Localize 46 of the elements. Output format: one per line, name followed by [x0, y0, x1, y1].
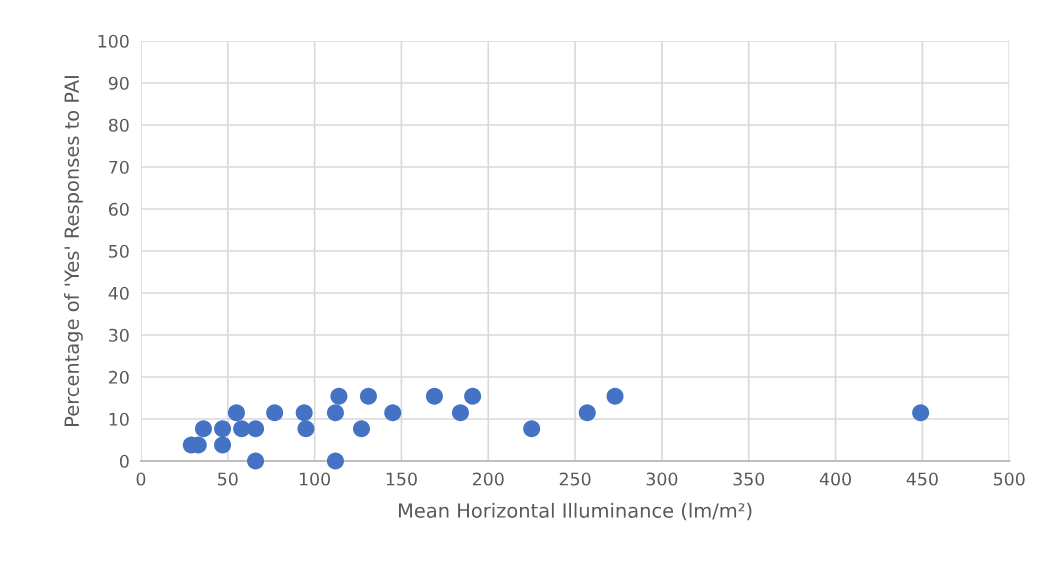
- point: [214, 436, 232, 454]
- point: [578, 404, 596, 422]
- x-tick-label: 300: [646, 472, 678, 486]
- point: [330, 387, 348, 405]
- y-tick-label: 80: [108, 118, 129, 132]
- point: [247, 452, 265, 470]
- y-tick-label: 10: [109, 412, 129, 426]
- point: [266, 404, 284, 422]
- x-tick-label: 350: [733, 472, 765, 486]
- point: [606, 387, 624, 405]
- point: [326, 404, 344, 422]
- y-axis-title: Percentage of 'Yes' Responses to PAI: [64, 76, 83, 426]
- x-tick-label: 250: [559, 472, 591, 486]
- x-tick-label: 100: [299, 472, 331, 486]
- point: [912, 404, 930, 422]
- y-tick-label: 70: [109, 160, 129, 174]
- point: [359, 387, 377, 405]
- point: [297, 420, 315, 438]
- x-tick-label: 50: [218, 472, 238, 486]
- point: [425, 387, 443, 405]
- point: [214, 420, 232, 438]
- y-tick-label: 60: [108, 202, 129, 216]
- x-tick-label: 500: [994, 472, 1025, 486]
- y-tick-label: 50: [109, 244, 129, 258]
- y-tick-label: 90: [108, 76, 129, 90]
- point: [451, 404, 469, 422]
- point: [247, 420, 265, 438]
- point: [295, 404, 313, 422]
- y-tick-label: 40: [108, 286, 129, 300]
- y-tick-label: 30: [109, 328, 129, 342]
- x-tick-label: 450: [906, 472, 938, 486]
- point: [326, 452, 344, 470]
- y-tick-label: 20: [109, 370, 129, 384]
- x-tick-label: 0: [136, 472, 146, 486]
- y-tick-label: 0: [119, 454, 129, 468]
- x-tick-label: 400: [819, 472, 851, 486]
- point: [384, 404, 402, 422]
- point: [523, 420, 541, 438]
- point: [464, 387, 482, 405]
- x-axis-title: Mean Horizontal Illuminance (lm/m²): [398, 502, 752, 521]
- point: [194, 420, 212, 438]
- y-tick-label: 100: [98, 34, 129, 48]
- x-tick-label: 200: [472, 472, 504, 486]
- x-tick-label: 150: [386, 472, 417, 486]
- point: [352, 420, 370, 438]
- point: [227, 404, 245, 422]
